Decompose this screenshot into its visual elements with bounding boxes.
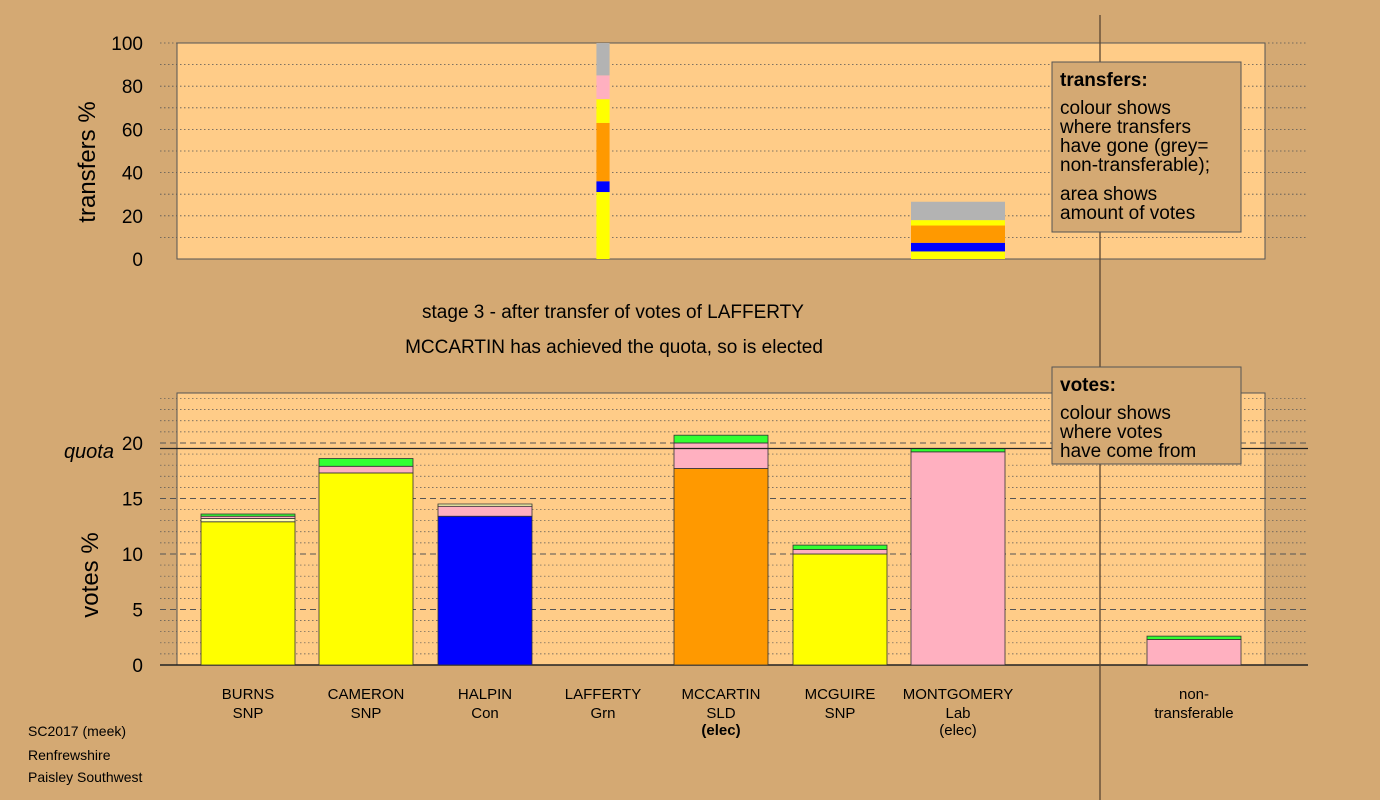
- vote-bar-segment: [200, 513, 296, 517]
- votes-y-tick-label: 0: [132, 656, 143, 677]
- transfer-bar-segment: [596, 43, 610, 76]
- vote-bar-segment: [673, 434, 769, 444]
- vote-bar-segment: [200, 521, 296, 666]
- transfer-bar-segment: [596, 75, 610, 100]
- candidate-party: Con: [471, 705, 499, 722]
- candidate-name: MCCARTIN: [682, 686, 761, 703]
- votes-legend-line: have come from: [1060, 441, 1196, 462]
- footer-election: SC2017 (meek): [28, 723, 126, 739]
- votes-legend-line: where votes: [1059, 422, 1162, 443]
- vote-bar-segment: [792, 549, 888, 555]
- votes-y-tick-label: 15: [122, 489, 143, 510]
- elected-text: MCCARTIN has achieved the quota, so is e…: [405, 337, 823, 358]
- candidate-name: CAMERON: [328, 686, 405, 703]
- footer-council: Renfrewshire: [28, 747, 111, 763]
- candidate-labels: BURNS SNP CAMERON SNP HALPIN Con LAFFERTY Grn MC…: [222, 686, 1234, 739]
- votes-legend-title: votes:: [1060, 375, 1116, 396]
- transfer-bar-segment: [911, 242, 1005, 252]
- candidate-name: HALPIN: [458, 686, 512, 703]
- footer-ward: Paisley Southwest: [28, 769, 143, 785]
- votes-chart: 0 5 10 15 20 quota votes % BURNS SNP CAMERON SN…: [64, 392, 1308, 739]
- transfer-bar-segment: [596, 192, 610, 259]
- candidate-name: MONTGOMERY: [903, 686, 1014, 703]
- transfers-y-tick-label: 40: [122, 164, 143, 185]
- transfers-legend-line: where transfers: [1059, 117, 1191, 138]
- transfers-legend-line: non-transferable);: [1060, 155, 1210, 176]
- candidate-party: SNP: [825, 705, 856, 722]
- quota-label: quota: [64, 441, 114, 463]
- transfer-bar-segment: [596, 99, 610, 123]
- votes-y-tick-label: 10: [122, 545, 143, 566]
- vote-bar-segment: [673, 442, 769, 469]
- vote-bar-segment: [792, 553, 888, 666]
- candidate-party: SLD: [706, 705, 735, 722]
- transfers-legend-box: [1051, 61, 1242, 233]
- transfers-y-tick-label: 20: [122, 207, 143, 228]
- transfers-y-tick-label: 80: [122, 77, 143, 98]
- transfers-y-tick-label: 100: [111, 34, 143, 55]
- vote-bar-segment: [437, 503, 533, 507]
- candidate-name: LAFFERTY: [565, 686, 641, 703]
- transfers-legend-title: transfers:: [1060, 70, 1148, 91]
- transfers-legend-line: colour shows: [1060, 98, 1171, 119]
- vote-bar-segment: [200, 518, 296, 523]
- transfers-legend-line: have gone (grey=: [1060, 136, 1208, 157]
- votes-legend-box: [1051, 366, 1242, 465]
- candidate-status: (elec): [701, 722, 740, 739]
- candidate-status: (elec): [939, 722, 977, 739]
- non-transferable-label: non-: [1179, 686, 1209, 703]
- vote-bar-segment: [318, 458, 414, 467]
- transfers-y-tick-label: 60: [122, 120, 143, 141]
- candidate-party: Lab: [945, 705, 970, 722]
- candidate-name: BURNS: [222, 686, 275, 703]
- transfer-bar-segment: [596, 181, 610, 193]
- non-transferable-bar-segment: [1146, 639, 1242, 666]
- transfer-bar-segment: [596, 122, 610, 182]
- vote-bar-segment: [792, 544, 888, 550]
- transfer-bar-segment: [911, 225, 1005, 243]
- stage-text: stage 3 - after transfer of votes of LAF…: [422, 302, 804, 323]
- vote-bar-segment: [437, 515, 533, 666]
- votes-y-tick-label: 20: [122, 434, 143, 455]
- transfers-y-axis-label: transfers %: [74, 101, 101, 222]
- candidate-name: MCGUIRE: [805, 686, 876, 703]
- vote-bar-segment: [318, 465, 414, 474]
- votes-y-axis-label: votes %: [77, 532, 104, 617]
- non-transferable-label: transferable: [1154, 705, 1233, 722]
- vote-bar-segment: [318, 472, 414, 666]
- transfers-legend-line: area shows: [1060, 184, 1157, 205]
- transfer-bar-segment: [911, 201, 1005, 221]
- vote-bar-segment: [673, 468, 769, 666]
- transfers-y-ticks: 0 20 40 60 80 100: [111, 34, 143, 271]
- votes-legend: votes: colour shows where votes have com…: [1051, 366, 1242, 465]
- transfer-bar-segment: [911, 251, 1005, 259]
- candidate-party: Grn: [590, 705, 615, 722]
- transfers-bars: [596, 43, 1005, 259]
- transfers-y-tick-label: 0: [132, 250, 143, 271]
- votes-y-tick-label: 5: [132, 600, 143, 621]
- votes-bars: [200, 434, 1242, 666]
- transfers-legend: transfers: colour shows where transfers …: [1051, 61, 1242, 233]
- transfer-bar-segment: [911, 220, 1005, 226]
- transfers-legend-line: amount of votes: [1060, 203, 1195, 224]
- candidate-party: SNP: [233, 705, 264, 722]
- votes-y-ticks: 0 5 10 15 20: [122, 434, 143, 677]
- candidate-party: SNP: [351, 705, 382, 722]
- votes-legend-line: colour shows: [1060, 403, 1171, 424]
- vote-bar-segment: [910, 451, 1006, 666]
- vote-bar-segment: [437, 505, 533, 517]
- non-transferable-bar-segment: [1146, 635, 1242, 640]
